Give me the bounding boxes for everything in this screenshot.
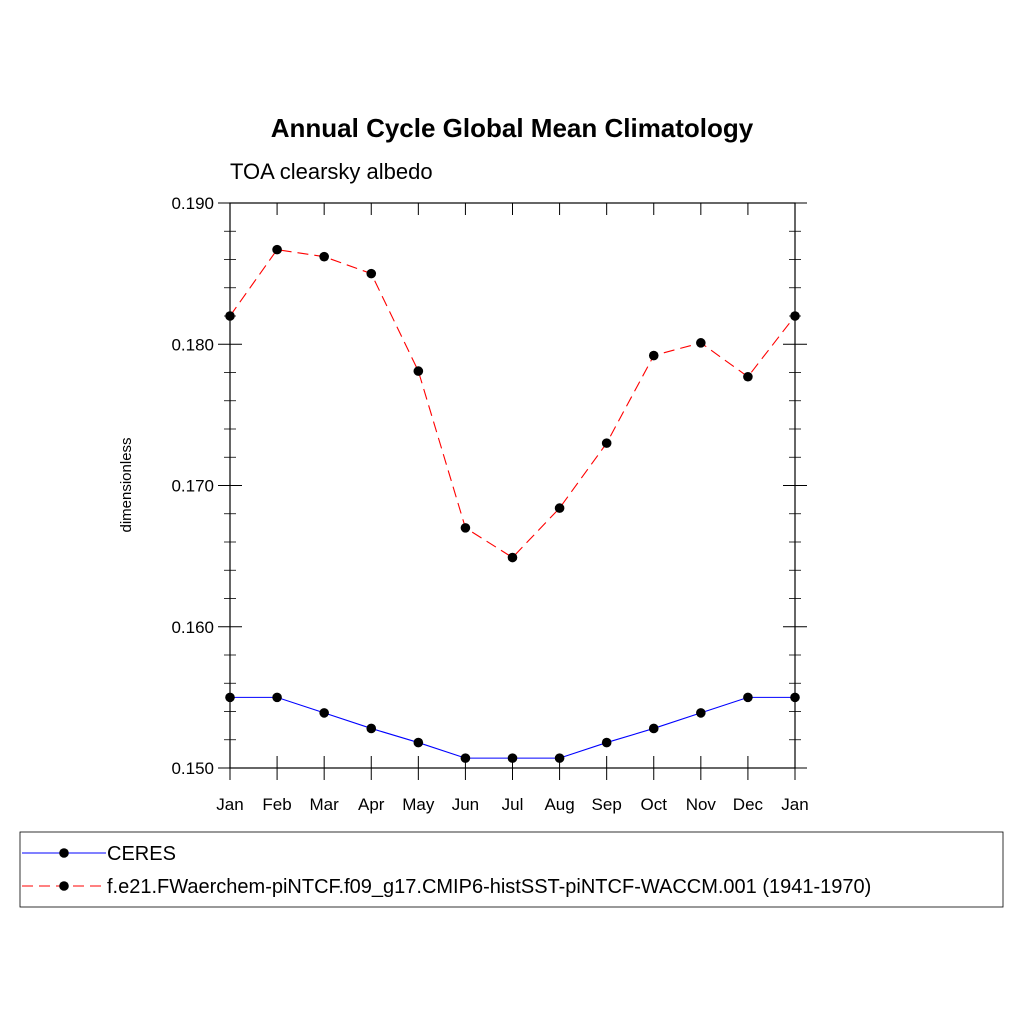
data-point — [648, 723, 659, 734]
y-axis-label: dimensionless — [118, 437, 135, 532]
chart-subtitle: TOA clearsky albedo — [230, 159, 433, 184]
data-point — [507, 753, 518, 763]
data-point — [696, 708, 706, 718]
x-tick-label: May — [402, 795, 435, 814]
data-point — [366, 723, 377, 734]
data-point — [601, 438, 612, 448]
y-tick-label: 0.190 — [171, 194, 214, 213]
x-tick-label: Mar — [310, 795, 340, 814]
legend-marker-0 — [59, 848, 69, 858]
x-tick-label: Dec — [733, 795, 764, 814]
data-point — [790, 692, 800, 703]
data-point — [225, 311, 235, 321]
data-point — [601, 737, 612, 748]
data-point — [460, 523, 471, 533]
data-point — [554, 753, 565, 763]
data-point — [413, 737, 424, 748]
x-tick-label: Aug — [544, 795, 574, 814]
plot-frame — [229, 202, 796, 769]
data-point — [319, 708, 329, 718]
legend: CERES f.e21.FWaerchem-piNTCF.f09_g17.CMIP… — [22, 843, 871, 898]
series-line-0 — [230, 696, 795, 759]
x-tick-label: Jun — [452, 795, 479, 814]
y-tick-label: 0.170 — [171, 477, 214, 496]
legend-marker-1 — [59, 881, 69, 891]
series-line-1 — [229, 249, 796, 559]
x-tick-label: Nov — [686, 795, 717, 814]
y-tick-label: 0.150 — [171, 759, 214, 778]
y-tick-label: 0.160 — [171, 618, 214, 637]
data-point — [507, 552, 518, 563]
x-tick-label: Jan — [216, 795, 243, 814]
data-point — [554, 503, 565, 513]
legend-label-0: CERES — [107, 843, 176, 865]
data-point — [366, 268, 377, 279]
data-point — [460, 753, 471, 763]
data-point — [225, 692, 235, 703]
x-tick-label: Jul — [502, 795, 524, 814]
x-tick-label: Feb — [262, 795, 291, 814]
data-point — [743, 371, 753, 382]
data-point — [790, 311, 800, 321]
y-tick-label: 0.180 — [171, 335, 214, 354]
data-point — [648, 350, 659, 361]
data-point — [696, 338, 706, 348]
data-point — [743, 692, 753, 703]
legend-label-1: f.e21.FWaerchem-piNTCF.f09_g17.CMIP6-his… — [107, 876, 871, 898]
data-point — [413, 366, 424, 376]
axis-ticks: Jan Feb Mar Apr May Jun Jul Aug Sep Oct Nov Dec Jan0… — [171, 194, 808, 814]
legend-box — [19, 831, 1004, 908]
x-tick-label: Apr — [358, 795, 385, 814]
data-point — [319, 251, 329, 262]
chart-title: Annual Cycle Global Mean Climatology — [271, 113, 754, 143]
x-tick-label: Sep — [592, 795, 622, 814]
data-point — [272, 692, 282, 703]
x-tick-label: Jan — [781, 795, 808, 814]
x-tick-label: Oct — [641, 795, 668, 814]
series-layer — [225, 244, 800, 763]
data-point — [272, 244, 282, 255]
